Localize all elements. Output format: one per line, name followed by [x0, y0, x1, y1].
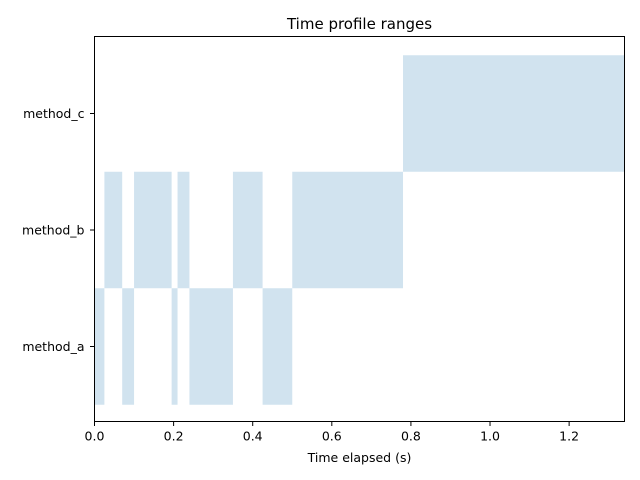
y-tick-label-method_b: method_b [22, 223, 85, 238]
range-bar-method_b-2 [177, 171, 190, 289]
range-bar-method_a-0 [94, 288, 105, 405]
range-bar-method_b-4 [292, 171, 404, 289]
plot-frame [94, 36, 625, 422]
range-bar-method_b-1 [134, 171, 172, 289]
x-tick-label: 1.2 [559, 429, 579, 444]
range-bar-method_c-0 [403, 55, 625, 172]
range-bar-method_b-3 [232, 171, 263, 289]
range-bar-method_a-2 [171, 288, 178, 405]
x-tick-label: 0.0 [85, 429, 105, 444]
bars-layer [94, 55, 625, 405]
y-tick-label-method_c: method_c [23, 106, 85, 121]
range-bar-method_a-3 [189, 288, 233, 405]
range-bar-method_a-1 [122, 288, 135, 405]
chart-title: Time profile ranges [286, 15, 432, 33]
x-tick-label: 0.4 [243, 429, 263, 444]
y-tick-label-method_a: method_a [22, 339, 84, 354]
range-bar-method_a-4 [262, 288, 293, 405]
range-bar-method_b-0 [104, 171, 123, 289]
x-tick-label: 0.8 [401, 429, 421, 444]
y-axis: method_a method_b method_c [22, 106, 95, 354]
x-tick-label: 1.0 [480, 429, 500, 444]
x-tick-label: 0.2 [164, 429, 184, 444]
x-tick-label: 0.6 [322, 429, 342, 444]
x-axis-label: Time elapsed (s) [307, 450, 412, 465]
x-axis: 0.0 0.2 0.4 0.6 0.8 1.0 1.2 [85, 421, 579, 444]
